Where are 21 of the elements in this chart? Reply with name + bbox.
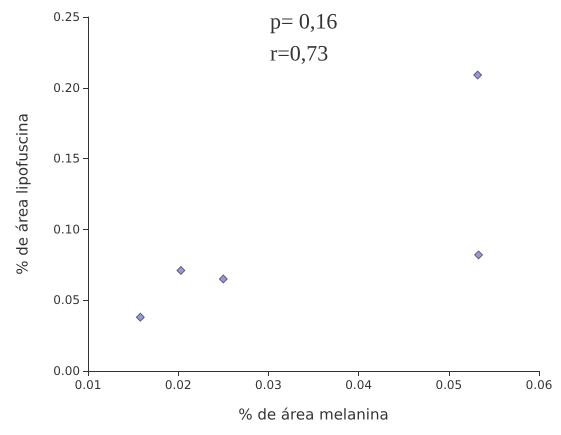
point <box>136 312 145 322</box>
y-tick-label: 0.15 <box>53 152 80 166</box>
x-tick-label: 0.04 <box>345 378 372 392</box>
x-tick-label: 0.05 <box>435 378 462 392</box>
x-tick-label: 0.02 <box>164 378 192 392</box>
x-tick-label: 0.01 <box>74 378 102 392</box>
y-tick-label: 0.00 <box>53 364 80 378</box>
y-tick-label: 0.05 <box>53 293 80 308</box>
x-tick-label: 0.06 <box>526 378 552 392</box>
y-tick-label: 0.10 <box>53 222 80 236</box>
point <box>218 274 228 284</box>
annotation: p= 0,16 <box>270 8 338 34</box>
point <box>474 250 483 260</box>
point <box>473 70 482 80</box>
y-tick-label: 0.20 <box>53 80 80 95</box>
x-axis-title: % de área melanina <box>238 406 389 424</box>
point <box>176 266 186 275</box>
y-tick-label: 0.25 <box>53 10 80 24</box>
x-tick-label: 0.03 <box>255 378 282 392</box>
annotation: r=0,73 <box>270 40 328 66</box>
y-axis-title: % de área lipofuscina <box>14 113 32 275</box>
